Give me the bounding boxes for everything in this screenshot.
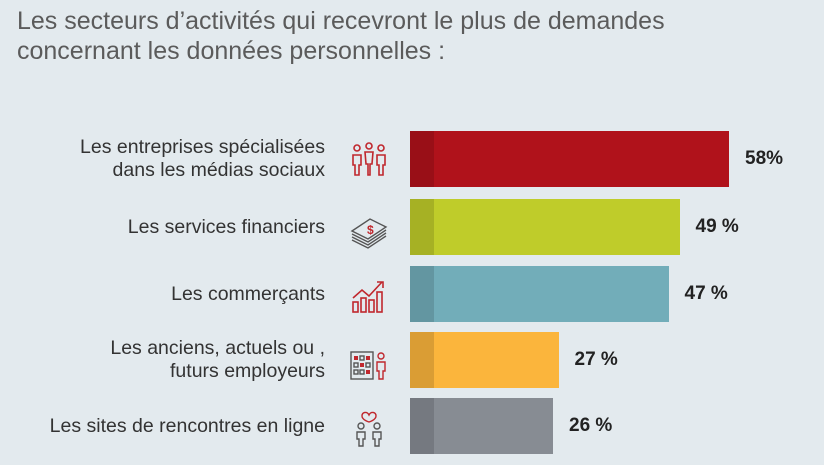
value-label: 47 % bbox=[684, 283, 728, 304]
value-label: 49 % bbox=[695, 216, 739, 237]
value-label: 27 % bbox=[574, 349, 618, 370]
bar-cap bbox=[410, 332, 434, 388]
bar-row: Les sites de rencontres en ligne 26 % bbox=[0, 398, 824, 454]
bar bbox=[410, 131, 729, 187]
svg-text:$: $ bbox=[367, 223, 374, 237]
people-icon bbox=[348, 139, 390, 181]
title-line-2: concernant les données personnelles : bbox=[17, 37, 446, 65]
bar bbox=[410, 332, 559, 388]
bar bbox=[410, 266, 669, 322]
couple-heart-icon bbox=[348, 406, 390, 448]
category-label: Les entreprises spécialisées dans les mé… bbox=[80, 136, 325, 181]
value-label: 26 % bbox=[569, 415, 613, 436]
category-label: Les sites de rencontres en ligne bbox=[49, 414, 325, 437]
title-line-1: Les secteurs d’activités qui recevront l… bbox=[17, 7, 665, 35]
growth-chart-icon bbox=[348, 274, 390, 316]
category-label: Les services financiers bbox=[127, 215, 325, 238]
chart-title: Les secteurs d’activités qui recevront l… bbox=[17, 6, 797, 66]
bar-cap bbox=[410, 199, 434, 255]
category-label: Les anciens, actuels ou , futurs employe… bbox=[110, 337, 325, 382]
bar-row: Les anciens, actuels ou , futurs employe… bbox=[0, 332, 824, 388]
bar bbox=[410, 199, 680, 255]
category-label: Les commerçants bbox=[171, 282, 325, 305]
bar-cap bbox=[410, 266, 434, 322]
bar bbox=[410, 398, 553, 454]
bar-row: Les entreprises spécialisées dans les mé… bbox=[0, 131, 824, 187]
bar-row: Les commerçants 47 % bbox=[0, 266, 824, 322]
bar-cap bbox=[410, 131, 434, 187]
money-stack-icon: $ bbox=[348, 207, 390, 249]
value-label: 58% bbox=[745, 148, 784, 169]
bar-cap bbox=[410, 398, 434, 454]
office-building-person-icon bbox=[348, 340, 390, 382]
bar-row: Les services financiers $49 % bbox=[0, 199, 824, 255]
